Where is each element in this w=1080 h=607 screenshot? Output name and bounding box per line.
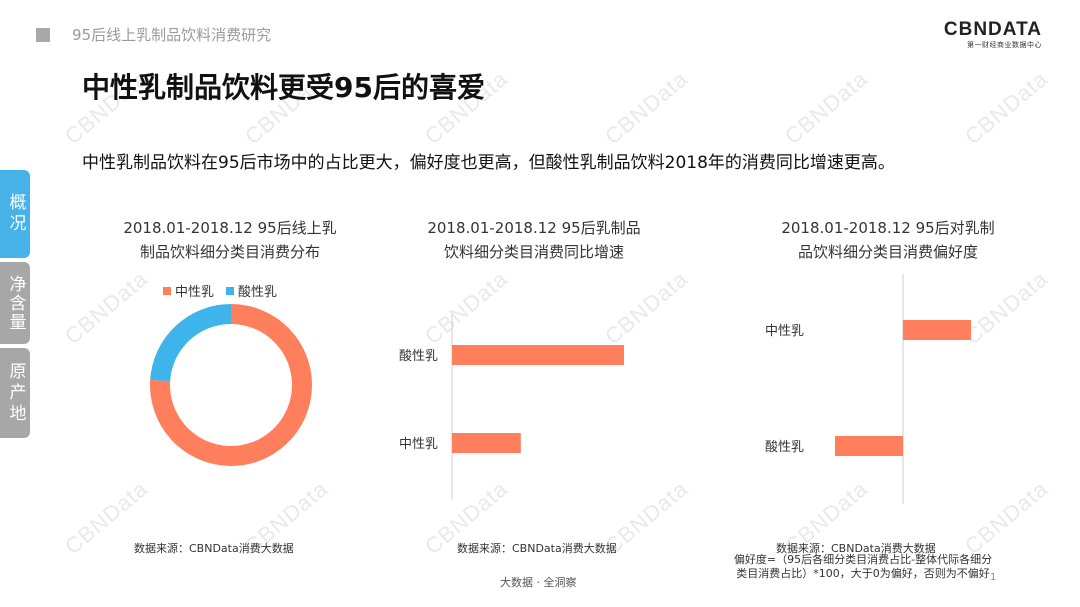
chart1-title: 2018.01-2018.12 95后线上乳 制品饮料细分类目消费分布 xyxy=(110,216,350,264)
chart2-source: 数据来源：CBNData消费大数据 xyxy=(457,542,617,555)
chart3-title: 2018.01-2018.12 95后对乳制 品饮料细分类目消费偏好度 xyxy=(768,216,1008,264)
watermark-text: CBNData xyxy=(960,65,1053,150)
report-title: 95后线上乳制品饮料消费研究 xyxy=(72,26,272,44)
bar xyxy=(903,320,971,340)
chart2-title: 2018.01-2018.12 95后乳制品 饮料细分类目消费同比增速 xyxy=(414,216,654,264)
category-label: 中性乳 xyxy=(765,324,804,339)
category-label: 中性乳 xyxy=(399,437,438,452)
page-number: 1 xyxy=(990,572,997,583)
pie-slice-acidic xyxy=(150,304,231,382)
page-subtitle: 中性乳制品饮料在95后市场中的占比更大，偏好度也更高，但酸性乳制品饮料2018年… xyxy=(82,153,895,173)
chart3-source: 数据来源：CBNData消费大数据 xyxy=(776,542,936,555)
logo-subtitle: 第一财经商业数据中心 xyxy=(967,41,1042,49)
category-label: 酸性乳 xyxy=(399,349,438,364)
watermark-text: CBNData xyxy=(600,65,693,150)
brand-logo: CBNDATA 第一财经商业数据中心 xyxy=(944,20,1042,50)
legend-item-neutral: 中性乳 xyxy=(163,281,214,300)
chart1-title-line1: 2018.01-2018.12 95后线上乳 xyxy=(123,219,337,237)
legend-swatch xyxy=(163,286,171,295)
chart2-title-line2: 饮料细分类目消费同比增速 xyxy=(443,243,624,261)
chart2-title-line1: 2018.01-2018.12 95后乳制品 xyxy=(427,219,641,237)
watermark-text: CBNData xyxy=(780,65,873,150)
legend-swatch xyxy=(226,286,235,295)
legend-label: 中性乳 xyxy=(175,285,215,300)
category-label: 酸性乳 xyxy=(765,440,804,455)
bar xyxy=(452,433,521,453)
chart1-source: 数据来源：CBNData消费大数据 xyxy=(134,542,294,555)
sidebar-item-label: 原产地 xyxy=(5,361,26,425)
legend-item-acidic: 酸性乳 xyxy=(226,281,277,300)
page-title: 中性乳制品饮料更受95后的喜爱 xyxy=(82,71,485,104)
note-line2: 类目消费占比）*100，大于0为偏好，否则为不偏好 xyxy=(736,567,990,580)
footer-slogan: 大数据 · 全洞察 xyxy=(500,576,577,589)
chart1-legend: 中性乳 酸性乳 xyxy=(163,281,285,300)
bar xyxy=(452,345,624,365)
chart3-title-line2: 品饮料细分类目消费偏好度 xyxy=(797,243,978,261)
sidebar-item-overview[interactable]: 概况 xyxy=(0,170,30,258)
header-marker xyxy=(36,28,50,42)
sidebar-item-label: 净含量 xyxy=(5,274,26,332)
sidebar-item-net-content[interactable]: 净含量 xyxy=(0,262,30,344)
legend-label: 酸性乳 xyxy=(238,285,278,300)
chart1-title-line2: 制品饮料细分类目消费分布 xyxy=(139,243,320,261)
note-line1: 偏好度=（95后各细分类目消费占比-整体代际各细分 xyxy=(733,553,993,566)
bar xyxy=(835,436,903,456)
sidebar-item-origin[interactable]: 原产地 xyxy=(0,348,30,438)
sidebar-item-label: 概况 xyxy=(5,193,26,235)
donut-chart xyxy=(149,304,312,466)
preference-note: 偏好度=（95后各细分类目消费占比-整体代际各细分 类目消费占比）*100，大于… xyxy=(718,553,1008,581)
logo-text: CBNDATA xyxy=(943,19,1042,40)
chart3-title-line1: 2018.01-2018.12 95后对乳制 xyxy=(781,219,995,237)
